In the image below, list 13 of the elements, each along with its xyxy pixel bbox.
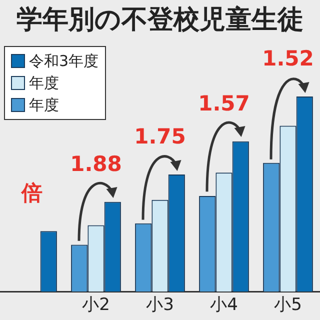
x-tick-label: 小5 bbox=[274, 295, 302, 316]
annotation: 1.57 bbox=[198, 91, 250, 116]
text: 1.52 bbox=[262, 46, 314, 70]
x-tick-label: 小2 bbox=[82, 295, 110, 316]
legend-label: 年度 bbox=[29, 95, 59, 116]
x-tick-label: 小4 bbox=[210, 295, 238, 316]
annotation: 倍 bbox=[20, 181, 42, 206]
chart-title: 学年別の不登校児童生徒 bbox=[16, 4, 304, 37]
legend-label: 年度 bbox=[29, 73, 59, 94]
legend-label: 令和3年度 bbox=[29, 51, 99, 72]
annotation: 1.75 bbox=[134, 124, 186, 149]
x-tick-label: 小3 bbox=[146, 295, 174, 316]
annotation: 1.88 bbox=[70, 152, 122, 176]
